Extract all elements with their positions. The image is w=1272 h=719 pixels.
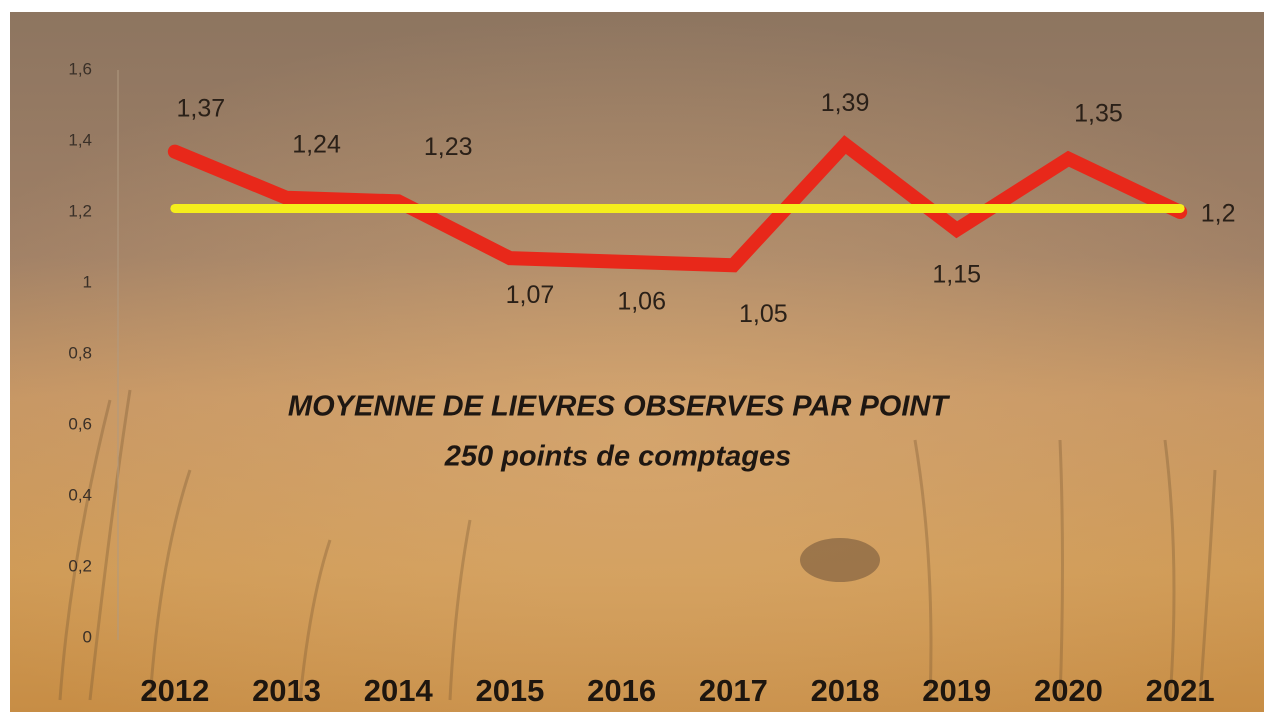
x-tick-label: 2018 [811, 673, 880, 708]
y-tick-label: 0,6 [68, 414, 92, 433]
data-label: 1,23 [424, 133, 473, 161]
x-tick-label: 2012 [140, 673, 209, 708]
chart-title: MOYENNE DE LIEVRES OBSERVES PAR POINT [288, 391, 950, 423]
hare-silhouette [800, 538, 880, 582]
y-tick-label: 1,2 [68, 201, 92, 220]
x-tick-label: 2013 [252, 673, 321, 708]
x-tick-label: 2017 [699, 673, 768, 708]
data-label: 1,06 [617, 287, 666, 315]
y-tick-label: 1 [83, 272, 92, 291]
data-label: 1,07 [506, 281, 555, 309]
y-tick-label: 0,8 [68, 343, 92, 362]
data-label: 1,05 [739, 300, 788, 328]
x-tick-label: 2021 [1146, 673, 1215, 708]
y-tick-label: 0 [83, 627, 92, 646]
data-label: 1,24 [292, 130, 341, 158]
x-tick-label: 2019 [922, 673, 991, 708]
y-tick-label: 1,4 [68, 130, 92, 149]
data-label: 1,37 [177, 94, 226, 122]
x-tick-label: 2016 [587, 673, 656, 708]
chart: MOYENNE DE LIEVRES OBSERVES PAR POINT 25… [0, 0, 1272, 719]
y-tick-label: 1,6 [68, 59, 92, 78]
data-label: 1,15 [932, 260, 981, 288]
chart-subtitle: 250 points de comptages [444, 441, 792, 473]
x-tick-label: 2014 [364, 673, 434, 708]
x-tick-label: 2020 [1034, 673, 1103, 708]
y-tick-label: 0,2 [68, 556, 92, 575]
data-label: 1,2 [1201, 200, 1236, 228]
data-label: 1,35 [1074, 99, 1123, 127]
x-tick-label: 2015 [475, 673, 544, 708]
y-tick-label: 0,4 [68, 485, 92, 504]
data-label: 1,39 [821, 89, 870, 117]
